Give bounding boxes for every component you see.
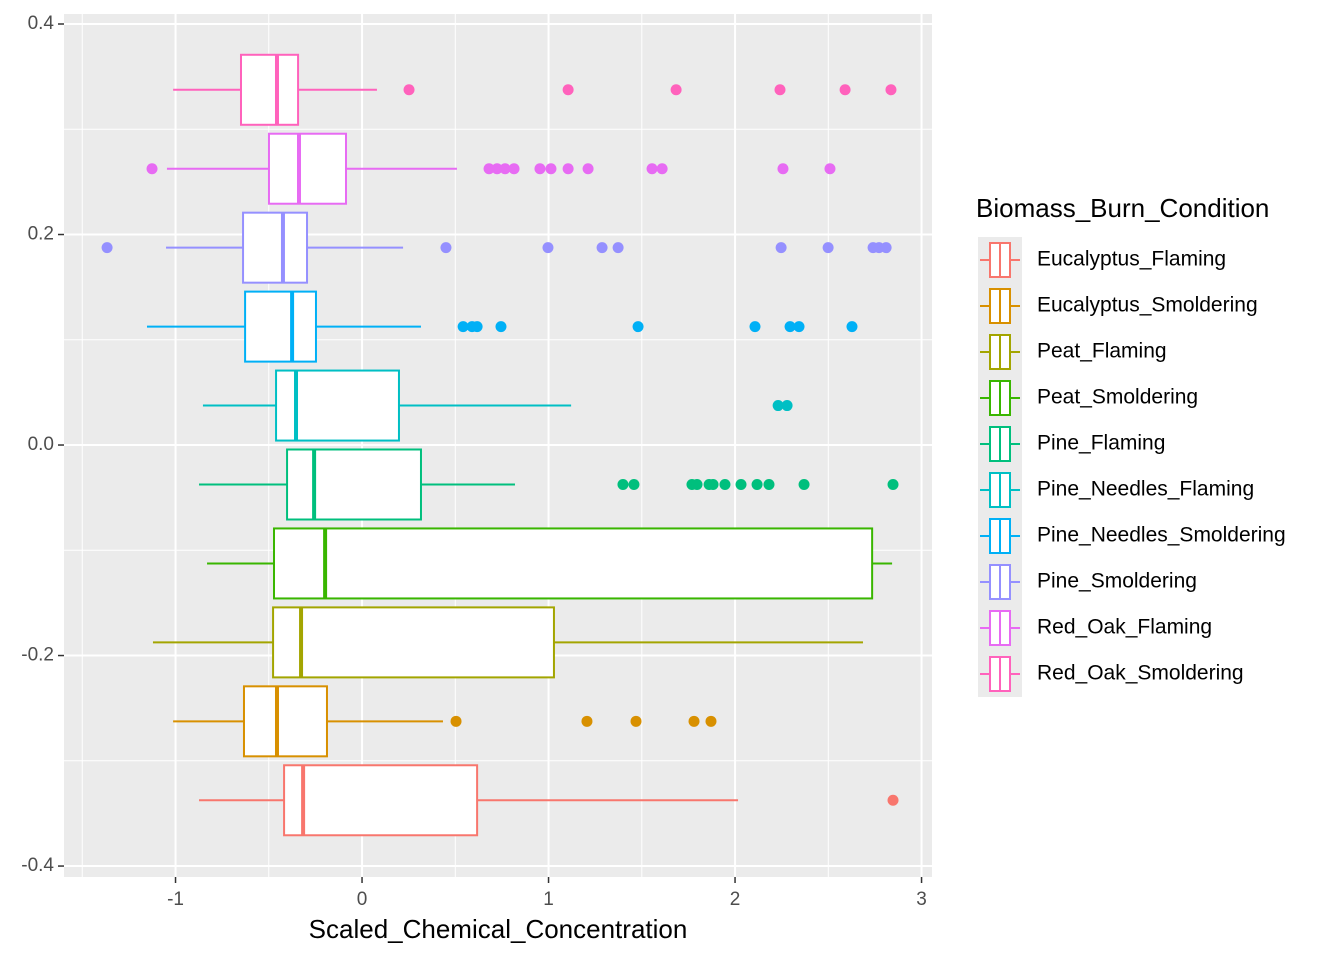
outlier <box>440 242 452 254</box>
box <box>242 211 309 284</box>
outlier <box>719 478 731 490</box>
outlier <box>793 321 805 333</box>
outlier <box>403 84 415 96</box>
legend-title: Biomass_Burn_Condition <box>976 193 1269 223</box>
outlier <box>545 163 557 175</box>
outlier <box>656 163 668 175</box>
outlier <box>688 715 700 727</box>
outlier <box>146 163 158 175</box>
y-tick-label: -0.4 <box>21 855 54 876</box>
outlier <box>705 715 717 727</box>
outlier <box>581 715 593 727</box>
outlier <box>562 84 574 96</box>
outlier <box>483 163 495 175</box>
outlier <box>534 163 546 175</box>
y-tick-label: 0.2 <box>28 224 54 245</box>
outlier <box>824 163 836 175</box>
outlier <box>749 321 761 333</box>
outlier <box>508 163 520 175</box>
outlier <box>735 478 747 490</box>
outlier <box>670 84 682 96</box>
outlier <box>582 163 594 175</box>
x-tick-label: 2 <box>730 889 741 910</box>
outlier <box>612 242 624 254</box>
outlier <box>763 478 775 490</box>
outlier <box>774 84 786 96</box>
outlier <box>691 478 703 490</box>
outlier <box>822 242 834 254</box>
y-tick-label: -0.2 <box>21 645 54 666</box>
outlier <box>775 242 787 254</box>
outlier <box>542 242 554 254</box>
outlier <box>630 715 642 727</box>
outlier <box>887 478 899 490</box>
x-axis-title: Scaled_Chemical_Concentration <box>309 914 688 944</box>
outlier <box>628 478 640 490</box>
x-tick-label: 0 <box>357 889 368 910</box>
box <box>244 290 317 363</box>
box <box>272 606 555 679</box>
legend-label: Pine_Needles_Smoldering <box>1037 524 1286 547</box>
box <box>267 132 347 205</box>
outlier <box>781 400 793 412</box>
outlier <box>751 478 763 490</box>
outlier <box>885 84 897 96</box>
legend-label: Eucalyptus_Smoldering <box>1037 294 1258 317</box>
box <box>242 685 328 758</box>
box <box>273 527 874 600</box>
outlier <box>798 478 810 490</box>
grid <box>64 14 932 877</box>
outlier <box>499 163 511 175</box>
outlier <box>707 478 719 490</box>
legend-label: Pine_Needles_Flaming <box>1037 478 1254 501</box>
legend-label: Peat_Smoldering <box>1037 386 1198 409</box>
outlier <box>784 321 796 333</box>
outlier <box>596 242 608 254</box>
outlier <box>562 163 574 175</box>
marks <box>101 53 899 837</box>
legend-label: Eucalyptus_Flaming <box>1037 248 1226 271</box>
outlier <box>846 321 858 333</box>
y-tick-label: 0.0 <box>28 434 54 455</box>
outlier <box>450 715 462 727</box>
x-tick-label: 3 <box>916 889 927 910</box>
outlier <box>880 242 892 254</box>
outlier <box>632 321 644 333</box>
outlier <box>471 321 483 333</box>
legend-label: Peat_Flaming <box>1037 340 1167 363</box>
box <box>239 53 300 126</box>
legend: Biomass_Burn_Condition Eucalyptus_Flamin… <box>976 193 1286 697</box>
outlier <box>887 794 899 806</box>
legend-label: Red_Oak_Smoldering <box>1037 662 1244 685</box>
legend-label: Pine_Smoldering <box>1037 570 1197 593</box>
outlier <box>617 478 629 490</box>
outlier <box>839 84 851 96</box>
box <box>283 764 479 837</box>
box <box>286 448 422 521</box>
outlier <box>777 163 789 175</box>
legend-label: Pine_Flaming <box>1037 432 1165 455</box>
outlier <box>101 242 113 254</box>
outlier <box>495 321 507 333</box>
x-tick-label: 1 <box>543 889 554 910</box>
legend-label: Red_Oak_Flaming <box>1037 616 1212 639</box>
axes: -1 0 1 2 3 -0.4 -0.2 0.0 0.2 0.4 <box>21 13 927 910</box>
x-tick-label: -1 <box>167 889 184 910</box>
outlier <box>646 163 658 175</box>
outlier <box>457 321 469 333</box>
outlier <box>491 163 503 175</box>
y-tick-label: 0.4 <box>28 13 55 34</box>
outlier <box>772 400 784 412</box>
